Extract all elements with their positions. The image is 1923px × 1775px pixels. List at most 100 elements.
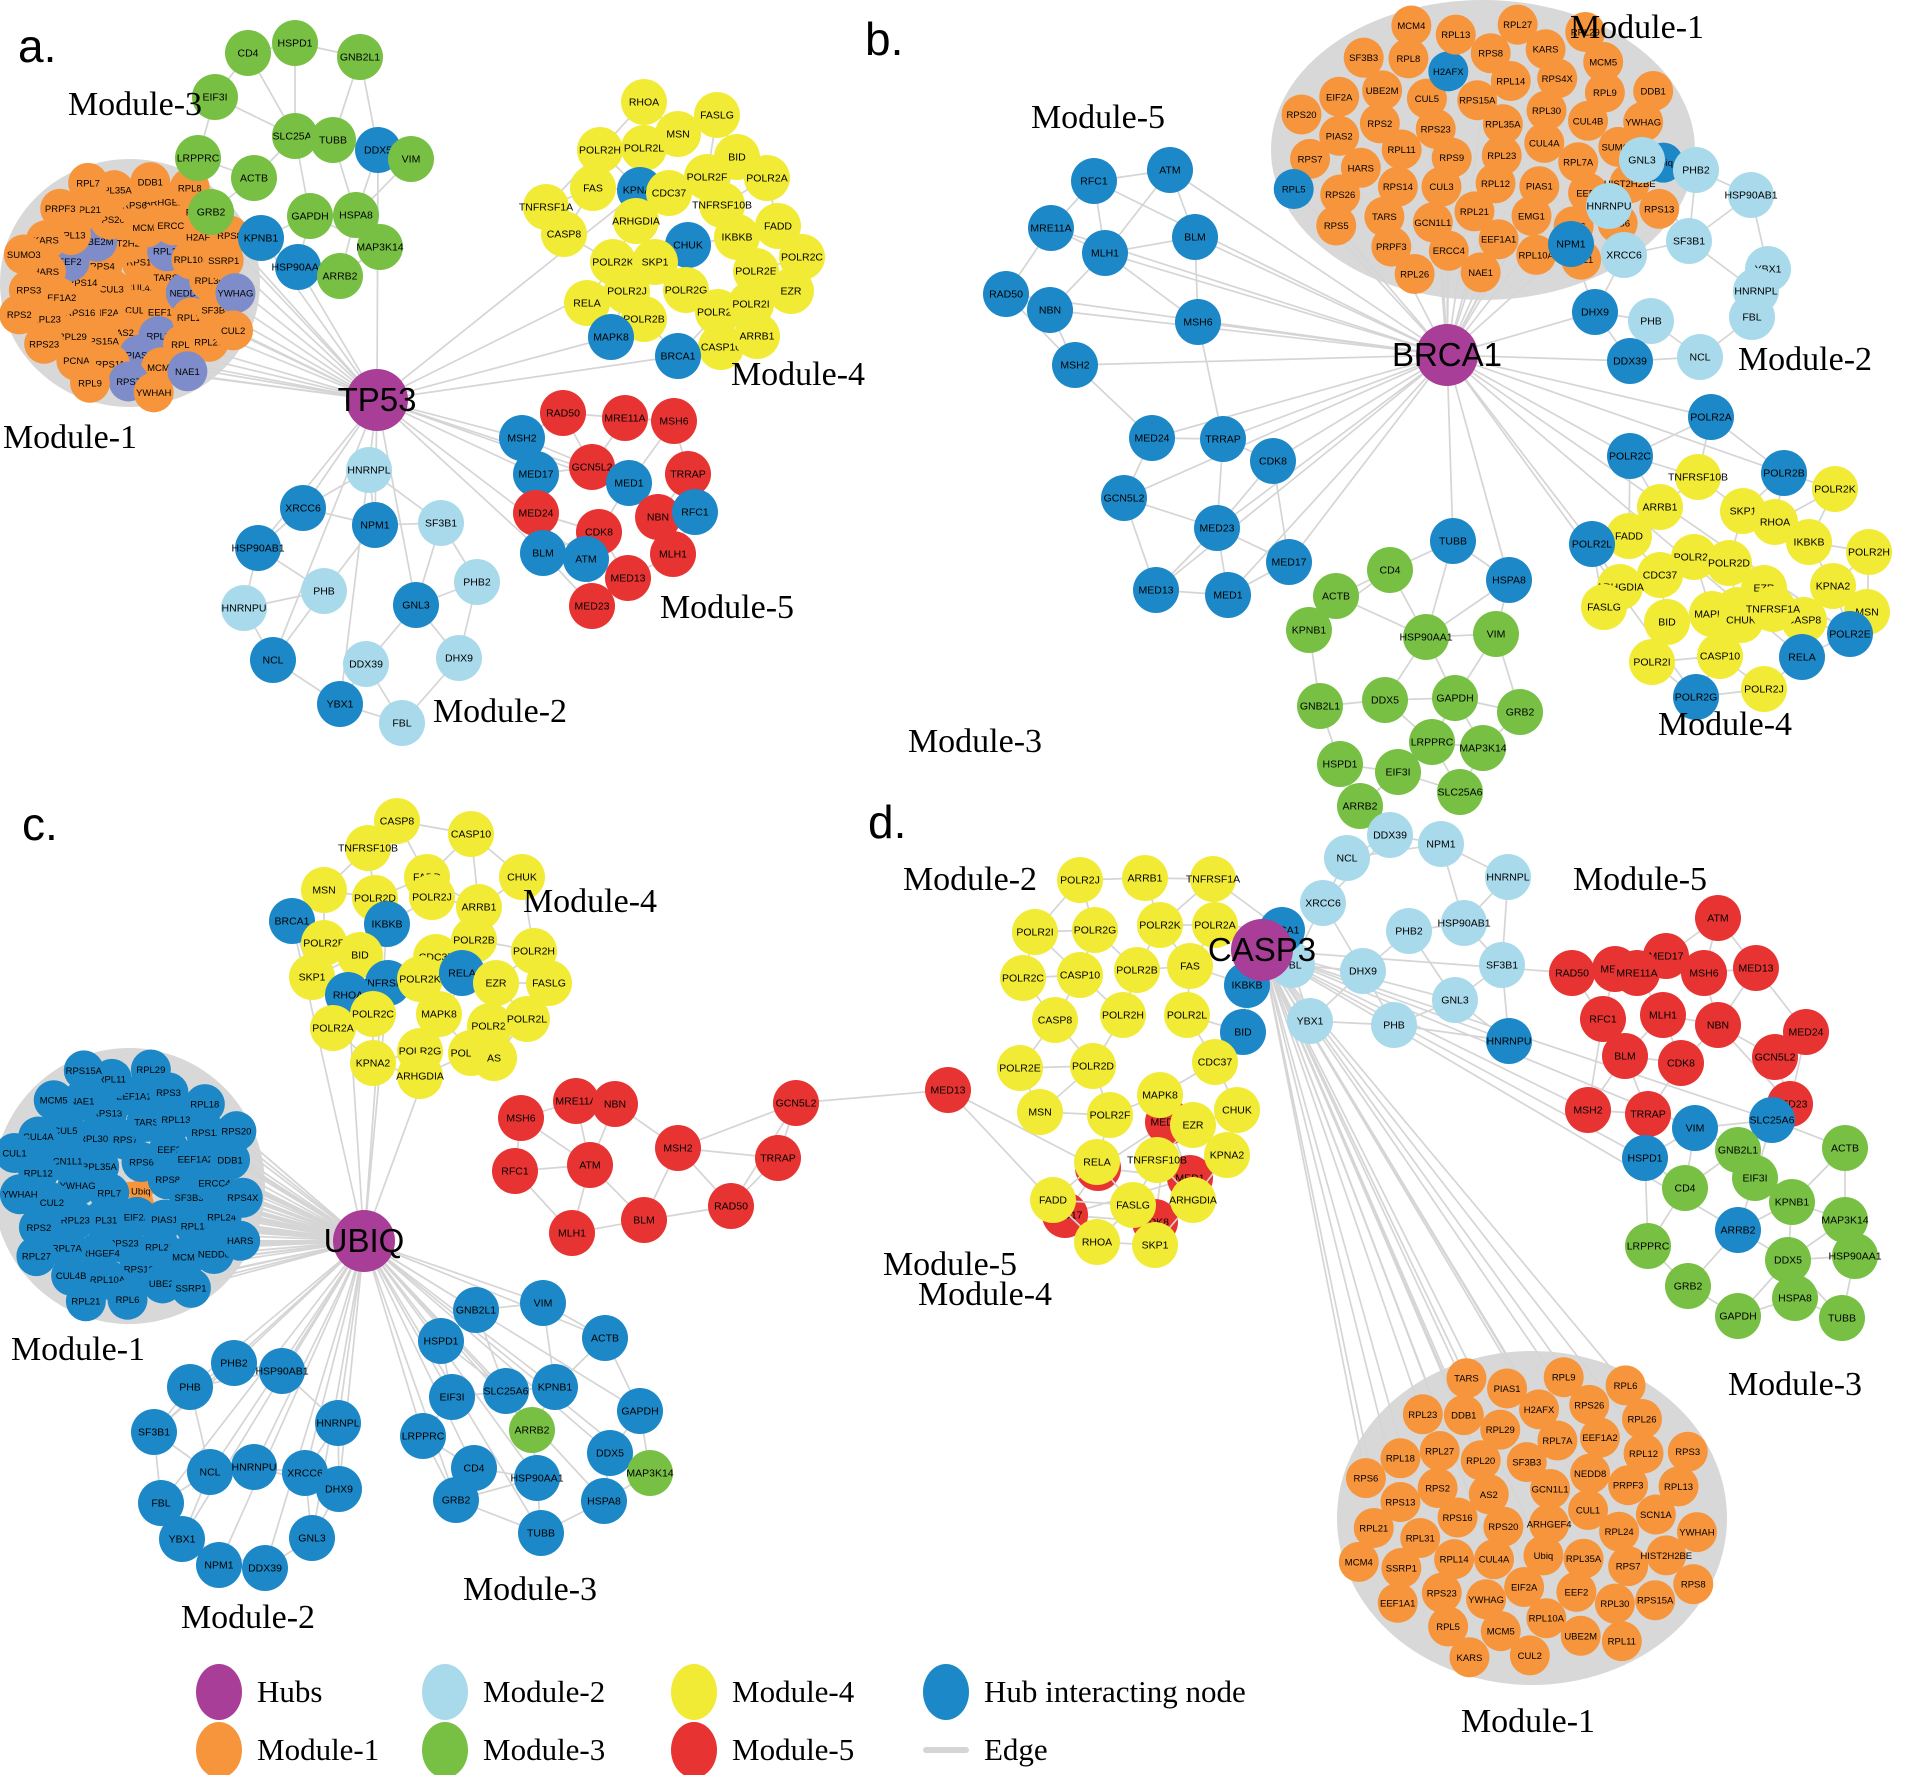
node-RPL26[interactable]: RPL26 <box>1394 253 1435 294</box>
node-MSN[interactable]: MSN <box>1017 1089 1063 1135</box>
hub-CASP3[interactable]: CASP3 <box>1208 919 1316 981</box>
node-GNB2L1[interactable]: GNB2L1 <box>453 1287 499 1333</box>
node-RFC1[interactable]: RFC1 <box>1071 158 1117 204</box>
node-DDX39[interactable]: DDX39 <box>1367 812 1413 858</box>
node-SKP1[interactable]: SKP1 <box>1132 1222 1178 1268</box>
node-GCN5L2[interactable]: GCN5L2 <box>1101 475 1147 521</box>
node-HNRNPU[interactable]: HNRNPU <box>1586 183 1632 229</box>
node-CUL4A[interactable]: CUL4A <box>1474 1539 1515 1580</box>
node-YWHAH[interactable]: YWHAH <box>0 1174 40 1215</box>
node-EIF2A[interactable]: EIF2A <box>1319 76 1360 117</box>
node-ARRB1[interactable]: ARRB1 <box>734 313 780 359</box>
node-GAPDH[interactable]: GAPDH <box>617 1388 663 1434</box>
node-NCL[interactable]: NCL <box>187 1449 233 1495</box>
node-MED24[interactable]: MED24 <box>1129 415 1175 461</box>
node-NPM1[interactable]: NPM1 <box>1418 821 1464 867</box>
node-POLR2K[interactable]: POLR2K <box>1137 902 1183 948</box>
node-FAS[interactable]: FAS <box>570 165 616 211</box>
node-FASLG[interactable]: FASLG <box>1581 584 1627 630</box>
node-POLR2B[interactable]: POLR2B <box>1114 947 1160 993</box>
node-GRB2[interactable]: GRB2 <box>188 189 234 235</box>
hub-BRCA1[interactable]: BRCA1 <box>1392 324 1502 386</box>
node-PHB2[interactable]: PHB2 <box>454 559 500 605</box>
node-RPL35A[interactable]: RPL35A <box>1563 1538 1604 1579</box>
node-CDK8[interactable]: CDK8 <box>1658 1040 1704 1086</box>
node-MAPK8[interactable]: MAPK8 <box>588 314 634 360</box>
node-MED13[interactable]: MED13 <box>1733 945 1779 991</box>
node-DHX9[interactable]: DHX9 <box>1572 289 1618 335</box>
node-HNRNPL[interactable]: HNRNPL <box>346 447 392 493</box>
node-HARS[interactable]: HARS <box>220 1220 261 1261</box>
node-POLR2G[interactable]: POLR2G <box>1072 907 1118 953</box>
node-POLR2H[interactable]: POLR2H <box>1846 529 1892 575</box>
node-MRE11A[interactable]: MRE11A <box>602 395 648 441</box>
node-CDC37[interactable]: CDC37 <box>1637 552 1683 598</box>
node-RPS15A[interactable]: RPS15A <box>1457 80 1498 121</box>
node-HSPA8[interactable]: HSPA8 <box>581 1478 627 1524</box>
node-GRB2[interactable]: GRB2 <box>1665 1263 1711 1309</box>
node-POLR2L[interactable]: POLR2L <box>621 125 667 171</box>
node-POLR2J[interactable]: POLR2J <box>409 874 455 920</box>
node-DDB1[interactable]: DDB1 <box>1443 1395 1484 1436</box>
node-RELA[interactable]: RELA <box>1074 1139 1120 1185</box>
node-YWHAH[interactable]: YWHAH <box>133 372 174 413</box>
node-RPS8[interactable]: RPS8 <box>1673 1564 1714 1605</box>
node-RPS20[interactable]: RPS20 <box>1281 94 1322 135</box>
node-KPNB1[interactable]: KPNB1 <box>532 1364 578 1410</box>
node-PHB[interactable]: PHB <box>1628 298 1674 344</box>
node-GCN5L2[interactable]: GCN5L2 <box>1752 1034 1798 1080</box>
node-DHX9[interactable]: DHX9 <box>316 1466 362 1512</box>
node-DDB1[interactable]: DDB1 <box>130 162 171 203</box>
node-NCL[interactable]: NCL <box>1324 835 1370 881</box>
node-BLM[interactable]: BLM <box>520 530 566 576</box>
node-TUBB[interactable]: TUBB <box>1819 1295 1865 1341</box>
node-GRB2[interactable]: GRB2 <box>1497 689 1543 735</box>
node-NAE1[interactable]: NAE1 <box>167 351 208 392</box>
node-MLH1[interactable]: MLH1 <box>650 531 696 577</box>
node-RPL27[interactable]: RPL27 <box>1497 4 1538 45</box>
node-RPS15A[interactable]: RPS15A <box>63 1050 104 1091</box>
node-RPL6[interactable]: RPL6 <box>1605 1365 1646 1406</box>
node-YBX1[interactable]: YBX1 <box>159 1516 205 1562</box>
node-RPS4X[interactable]: RPS4X <box>222 1177 263 1218</box>
node-RPL13[interactable]: RPL13 <box>1435 14 1476 55</box>
node-PHB2[interactable]: PHB2 <box>1386 908 1432 954</box>
node-RPS20[interactable]: RPS20 <box>216 1111 257 1152</box>
node-HSPD1[interactable]: HSPD1 <box>418 1318 464 1364</box>
node-HSP90AA1[interactable]: HSP90AA1 <box>510 1455 564 1501</box>
node-NBN[interactable]: NBN <box>1027 287 1073 333</box>
node-POLR2L[interactable]: POLR2L <box>1569 521 1615 567</box>
node-RPL18[interactable]: RPL18 <box>1380 1438 1421 1479</box>
node-MED13[interactable]: MED13 <box>1133 567 1179 613</box>
node-MSH2[interactable]: MSH2 <box>1565 1087 1611 1133</box>
node-DDX39[interactable]: DDX39 <box>242 1545 288 1591</box>
node-EEF1A1[interactable]: EEF1A1 <box>1377 1582 1418 1623</box>
node-RPL9[interactable]: RPL9 <box>1543 1357 1584 1398</box>
node-POLR2E[interactable]: POLR2E <box>997 1045 1043 1091</box>
node-H2AFX[interactable]: H2AFX <box>1428 51 1469 92</box>
node-PHB[interactable]: PHB <box>301 568 347 614</box>
node-EZR[interactable]: EZR <box>768 268 814 314</box>
node-MCM5[interactable]: MCM5 <box>33 1080 74 1121</box>
node-RPL5[interactable]: RPL5 <box>1273 169 1314 210</box>
node-HSPD1[interactable]: HSPD1 <box>272 20 318 66</box>
node-RAD50[interactable]: RAD50 <box>983 271 1029 317</box>
node-BLM[interactable]: BLM <box>1602 1033 1648 1079</box>
node-POLR2A[interactable]: POLR2A <box>310 1005 356 1051</box>
node-ATM[interactable]: ATM <box>1695 895 1741 941</box>
node-MRE11A[interactable]: MRE11A <box>553 1078 599 1124</box>
node-RPL11[interactable]: RPL11 <box>1601 1621 1642 1662</box>
node-KPNA2[interactable]: KPNA2 <box>1204 1132 1250 1178</box>
node-RAD50[interactable]: RAD50 <box>540 390 586 436</box>
node-RFC1[interactable]: RFC1 <box>672 489 718 535</box>
node-GNL3[interactable]: GNL3 <box>393 582 439 628</box>
node-HSPA8[interactable]: HSPA8 <box>1486 557 1532 603</box>
node-RELA[interactable]: RELA <box>1779 634 1825 680</box>
node-EEF2[interactable]: EEF2 <box>1556 1571 1597 1612</box>
node-POLR2J[interactable]: POLR2J <box>1057 857 1103 903</box>
node-VIM[interactable]: VIM <box>1473 611 1519 657</box>
node-NEDD8[interactable]: NEDD8 <box>1570 1453 1611 1494</box>
node-ATM[interactable]: ATM <box>567 1142 613 1188</box>
node-GRB2[interactable]: GRB2 <box>433 1477 479 1523</box>
node-RPL21[interactable]: RPL21 <box>65 1281 106 1322</box>
